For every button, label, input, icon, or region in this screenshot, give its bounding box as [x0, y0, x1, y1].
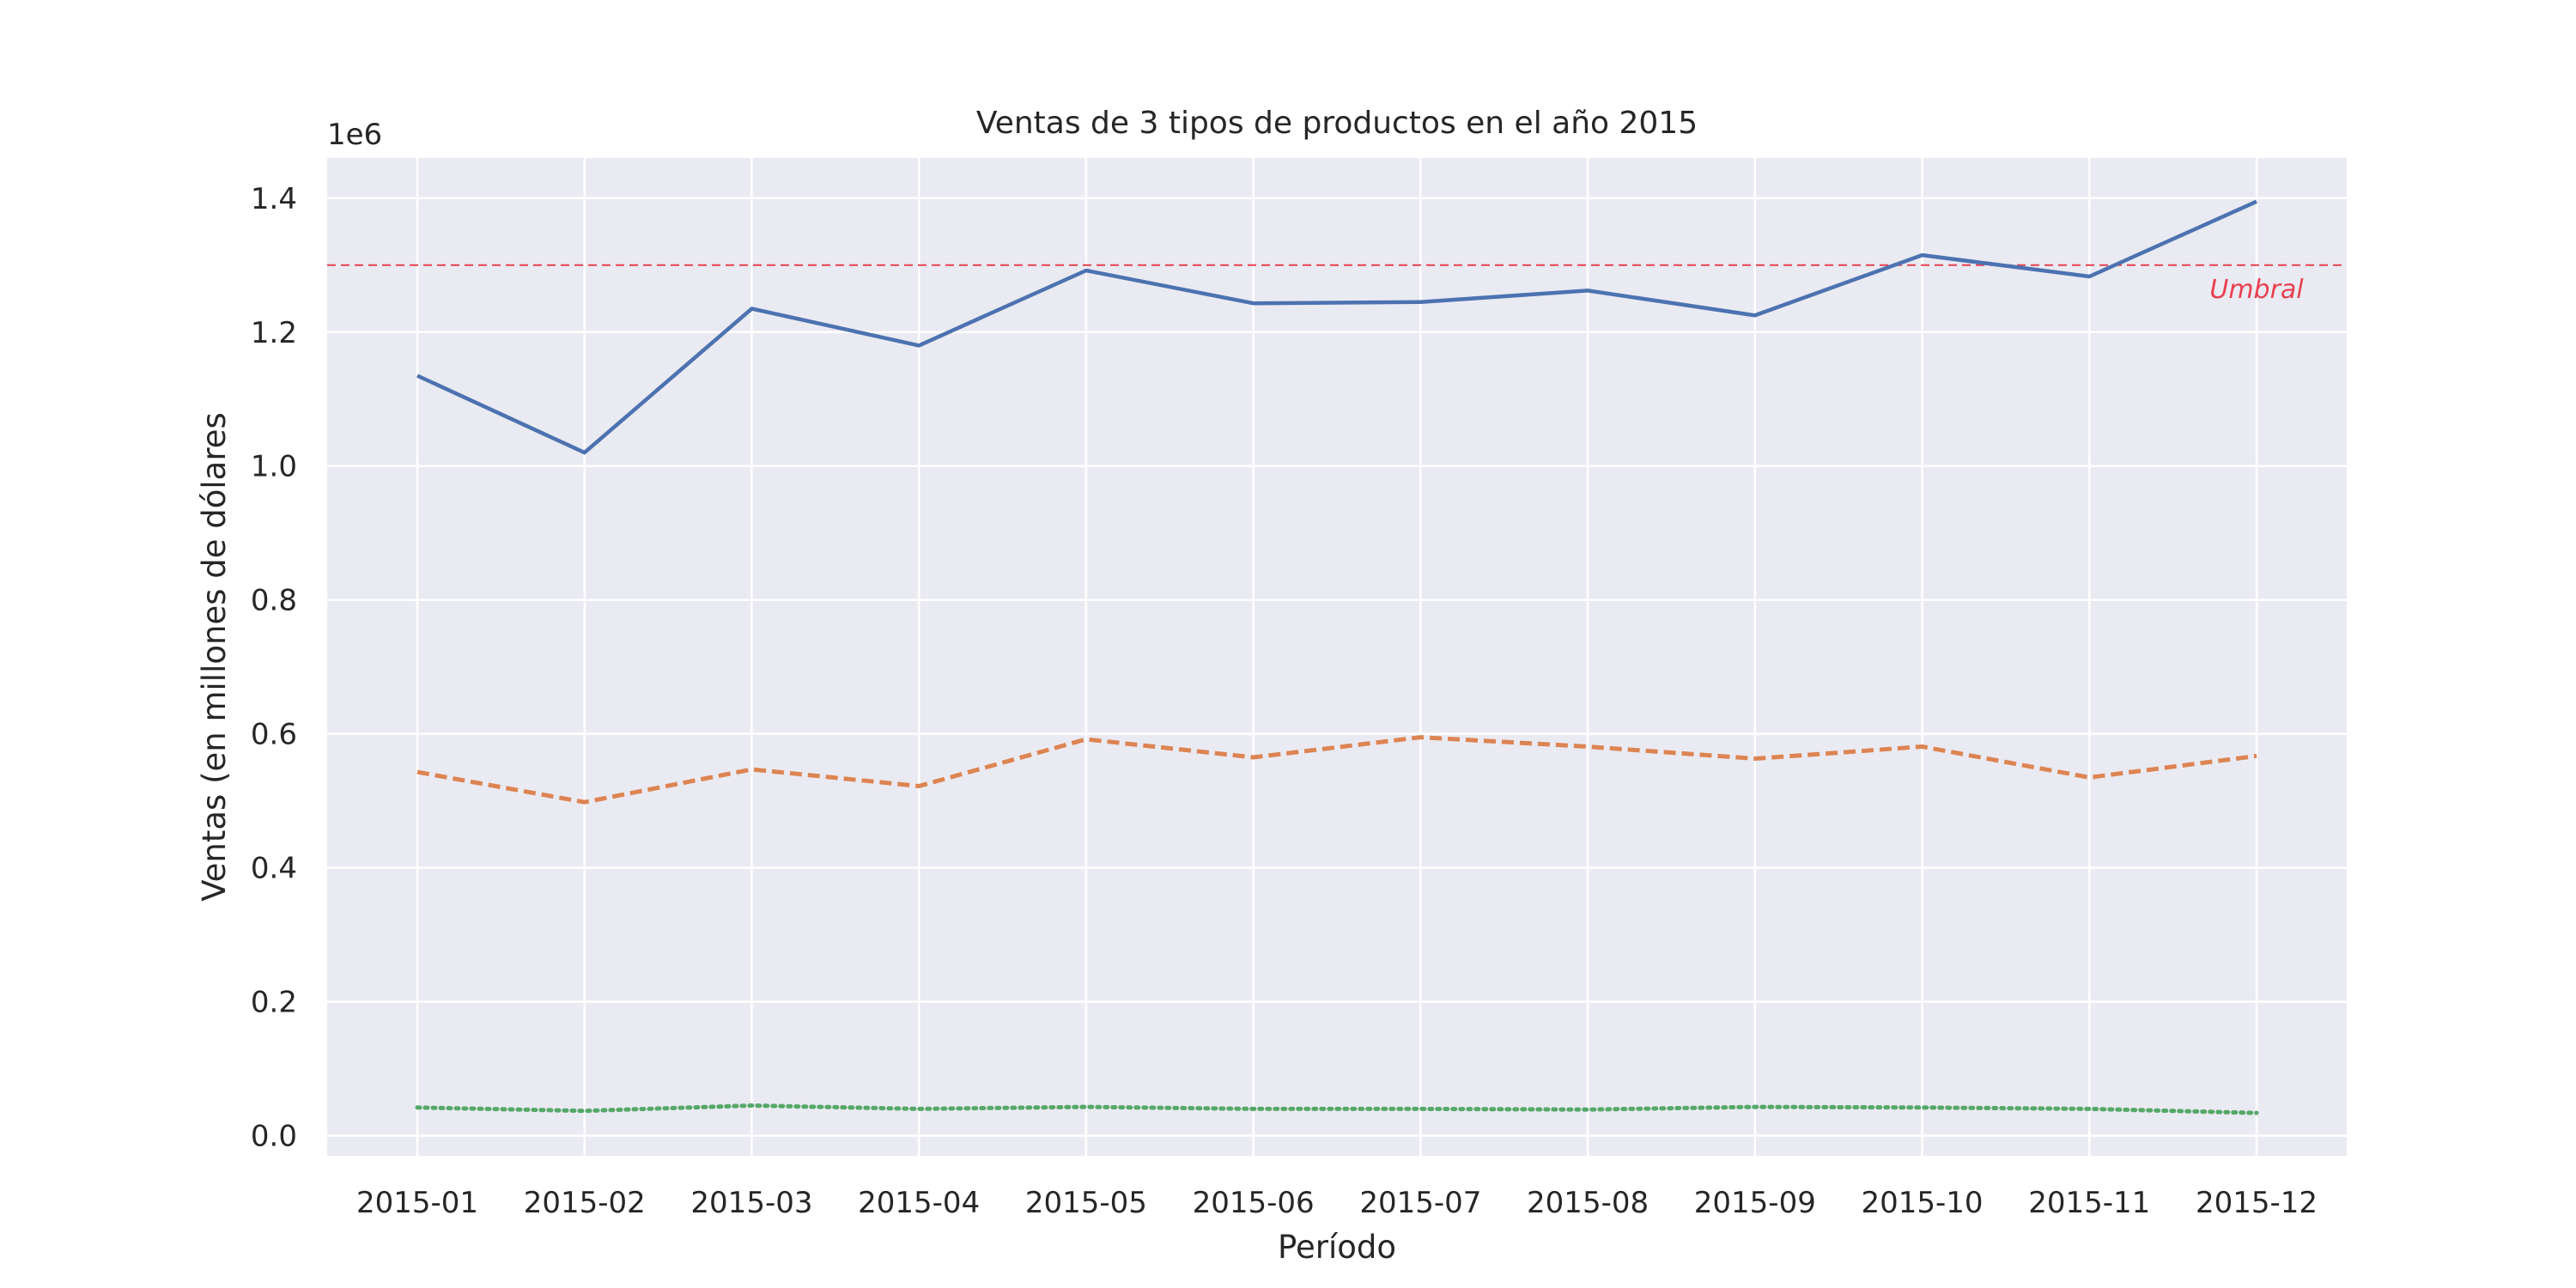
threshold-label: Umbral [2209, 275, 2304, 305]
x-tick-label: 2015-10 [1862, 1186, 1984, 1220]
x-tick-label: 2015-06 [1193, 1186, 1315, 1220]
grid-lines [327, 158, 2347, 1156]
x-axis-label: Período [1278, 1229, 1396, 1266]
y-tick-label: 0.2 [251, 986, 297, 1020]
y-tick-label: 1.4 [251, 182, 297, 216]
x-tick-label: 2015-02 [524, 1186, 646, 1220]
x-tick-label: 2015-05 [1025, 1186, 1147, 1220]
x-tick-label: 2015-12 [2196, 1186, 2318, 1220]
x-tick-label: 2015-08 [1527, 1186, 1649, 1220]
series-line-3 [415, 1103, 2259, 1115]
x-tick-label: 2015-03 [690, 1186, 812, 1220]
y-offset-label: 1e6 [327, 118, 382, 152]
y-tick-label: 0.0 [251, 1120, 297, 1154]
series-line-2 [416, 735, 2257, 805]
chart-title: Ventas de 3 tipos de productos en el año… [976, 106, 1698, 141]
y-tick-label: 0.4 [251, 852, 297, 886]
x-tick-label: 2015-07 [1359, 1186, 1481, 1220]
x-tick-labels: 2015-01 2015-02 2015-03 2015-04 2015-05 2015-… [356, 1186, 2318, 1220]
y-tick-labels: 0.0 0.2 0.4 0.6 0.8 1.0 1.2 1.4 [251, 182, 297, 1154]
y-axis-label: Ventas (en millones de dólares [196, 412, 233, 902]
y-tick-label: 1.0 [251, 450, 297, 484]
x-tick-label: 2015-04 [858, 1186, 980, 1220]
x-tick-label: 2015-11 [2028, 1186, 2150, 1220]
y-tick-label: 1.2 [251, 316, 297, 350]
series-layer [415, 199, 2259, 1115]
plot-background [327, 158, 2347, 1156]
y-tick-label: 0.8 [251, 584, 297, 618]
x-tick-label: 2015-01 [356, 1186, 478, 1220]
y-tick-label: 0.6 [251, 718, 297, 752]
series-line-1 [416, 199, 2257, 455]
x-tick-label: 2015-09 [1694, 1186, 1816, 1220]
